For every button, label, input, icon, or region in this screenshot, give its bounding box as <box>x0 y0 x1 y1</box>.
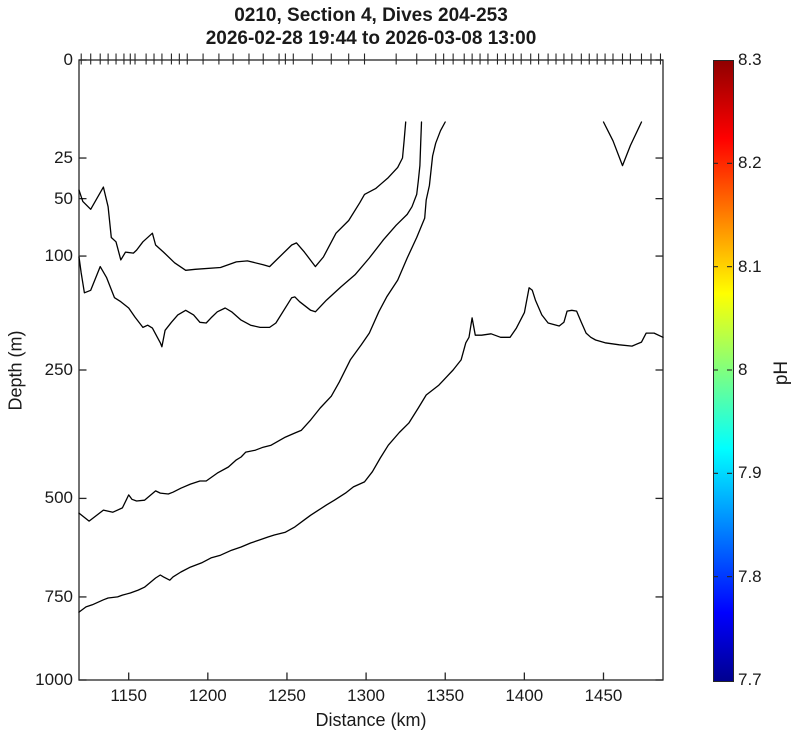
contour-3 <box>78 121 446 522</box>
x-tick-label: 1350 <box>426 686 465 705</box>
colorbar-tick-label: 7.7 <box>738 670 762 689</box>
x-tick-label: 1450 <box>584 686 623 705</box>
contour-5-v <box>602 121 643 167</box>
colorbar-tick-label: 7.9 <box>738 463 762 483</box>
x-tick-label: 1150 <box>110 686 147 705</box>
x-tick-label: 1250 <box>268 686 306 705</box>
y-tick-label: 25 <box>54 148 73 168</box>
y-tick-label: 250 <box>44 360 73 379</box>
x-tick-label: 1300 <box>347 686 385 705</box>
colorbar-tick-label: 8.1 <box>738 256 762 276</box>
y-tick-label: 1000 <box>35 670 73 689</box>
x-axis-label: Distance (km) <box>315 710 427 730</box>
y-tick-label: 500 <box>44 488 73 508</box>
colorbar-tick-label: 7.8 <box>738 566 762 586</box>
contour-2 <box>78 121 423 348</box>
plot-title: 0210, Section 4, Dives 204-253 <box>234 5 508 26</box>
y-tick-label: 0 <box>63 50 73 69</box>
plot-subtitle: 2026-02-28 19:44 to 2026-03-08 13:00 <box>205 28 537 49</box>
colorbar-tick-label: 8 <box>738 360 748 379</box>
contour-1 <box>78 121 407 271</box>
y-tick-label: 750 <box>44 586 73 606</box>
colorbar <box>713 60 734 682</box>
y-tick-label: 100 <box>44 246 73 266</box>
x-tick-label: 1200 <box>188 686 227 705</box>
colorbar-tick-label: 8.3 <box>738 50 762 69</box>
y-tick-label: 50 <box>54 188 73 208</box>
axes-box <box>78 59 664 681</box>
x-tick-label: 1400 <box>505 686 544 705</box>
colorbar-tick-label: 8.2 <box>738 153 762 173</box>
contour-4 <box>78 287 664 613</box>
